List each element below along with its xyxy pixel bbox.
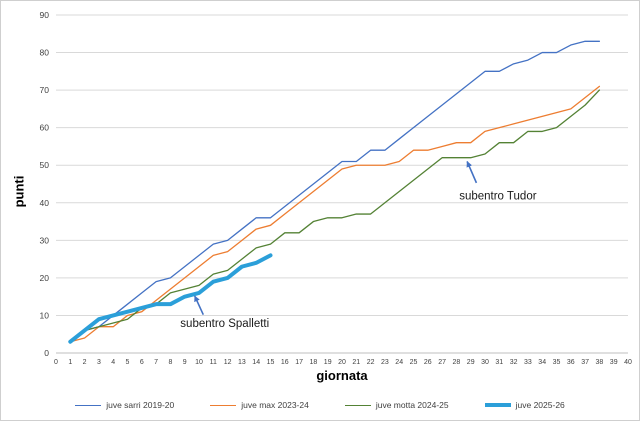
x-tick-label: 13	[238, 359, 246, 366]
legend-item: juve sarri 2019-20	[75, 400, 174, 410]
x-tick-label: 22	[367, 359, 375, 366]
series-line-3	[68, 253, 273, 344]
x-tick-label: 8	[168, 359, 172, 366]
x-tick-label: 29	[467, 359, 475, 366]
x-tick-label: 20	[338, 359, 346, 366]
series-line-0	[69, 40, 601, 343]
x-tick-label: 4	[111, 359, 115, 366]
chart-legend: juve sarri 2019-20 juve max 2023-24 juve m…	[1, 396, 639, 414]
x-tick-label: 0	[54, 359, 58, 366]
x-tick-label: 2	[83, 359, 87, 366]
legend-item: juve motta 2024-25	[344, 400, 449, 410]
annotation-text-0: subentro Spalletti	[180, 318, 269, 330]
x-axis-title: giornata	[316, 368, 368, 383]
x-tick-label: 32	[510, 359, 518, 366]
y-tick-label: 0	[44, 348, 49, 358]
series-line-1	[69, 85, 601, 343]
y-tick-label: 90	[40, 10, 50, 20]
x-tick-label: 37	[581, 359, 589, 366]
x-tick-label: 16	[281, 359, 289, 366]
x-tick-label: 1	[68, 359, 72, 366]
x-tick-label: 10	[195, 359, 203, 366]
legend-swatch	[344, 404, 371, 406]
x-tick-label: 24	[395, 359, 403, 366]
x-tick-label: 7	[154, 359, 158, 366]
x-tick-label: 21	[352, 359, 360, 366]
legend-swatch	[75, 404, 102, 406]
annotation-text-1: subentro Tudor	[459, 190, 537, 202]
y-tick-label: 10	[40, 310, 50, 320]
x-tick-label: 25	[410, 359, 418, 366]
legend-label: juve sarri 2019-20	[106, 400, 175, 410]
legend-label: juve 2025-26	[515, 400, 565, 410]
x-tick-label: 17	[295, 359, 303, 366]
y-tick-label: 50	[40, 160, 50, 170]
legend-swatch	[484, 403, 511, 407]
x-tick-label: 36	[567, 359, 575, 366]
x-tick-label: 5	[126, 359, 130, 366]
y-tick-label: 80	[40, 48, 50, 58]
x-tick-label: 9	[183, 359, 187, 366]
x-tick-label: 6	[140, 359, 144, 366]
x-tick-label: 31	[495, 359, 503, 366]
legend-item: juve max 2023-24	[210, 400, 309, 410]
legend-swatch	[210, 404, 237, 406]
x-tick-label: 40	[624, 359, 632, 366]
x-tick-label: 12	[224, 359, 232, 366]
legend-item: juve 2025-26	[484, 400, 565, 410]
x-tick-label: 19	[324, 359, 332, 366]
x-tick-label: 30	[481, 359, 489, 366]
x-tick-label: 11	[210, 359, 217, 366]
y-axis-title: punti	[11, 175, 27, 208]
annotation-arrow-0	[193, 295, 205, 316]
x-tick-label: 33	[524, 359, 532, 366]
y-tick-label: 20	[40, 273, 50, 283]
legend-label: juve motta 2024-25	[375, 400, 449, 410]
x-tick-label: 23	[381, 359, 389, 366]
x-tick-label: 28	[453, 359, 461, 366]
x-tick-label: 27	[438, 359, 446, 366]
annotation-arrow-1	[466, 161, 478, 184]
x-tick-label: 35	[553, 359, 561, 366]
x-tick-label: 14	[252, 359, 260, 366]
y-tick-label: 70	[40, 85, 50, 95]
x-tick-label: 38	[596, 359, 604, 366]
legend-label: juve max 2023-24	[241, 400, 309, 410]
y-tick-label: 30	[40, 235, 50, 245]
x-tick-label: 34	[538, 359, 546, 366]
x-tick-label: 39	[610, 359, 618, 366]
x-tick-label: 15	[267, 359, 275, 366]
y-tick-label: 40	[40, 198, 50, 208]
y-tick-label: 60	[40, 123, 50, 133]
x-tick-label: 26	[424, 359, 432, 366]
x-tick-label: 18	[310, 359, 318, 366]
x-tick-label: 3	[97, 359, 101, 366]
